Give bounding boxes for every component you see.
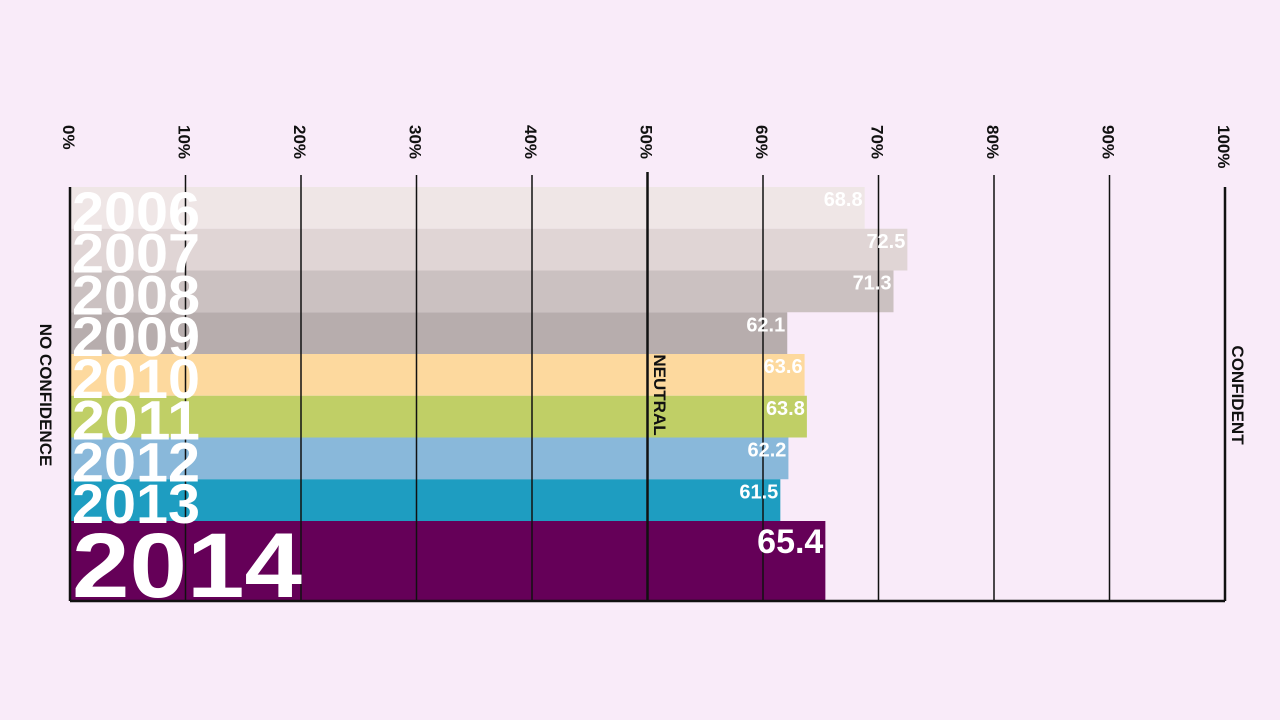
year-label-2007: 2007 [72,222,200,285]
center-label: NEUTRAL [650,354,669,435]
year-label-2006: 2006 [72,180,200,243]
tick-label-1: 10% [175,125,194,159]
bar-2011 [70,395,807,438]
bar-2007 [70,228,908,271]
value-label-2010: 63.6 [764,356,803,378]
bar-2008 [70,270,894,313]
year-label-2014: 2014 [72,515,302,617]
tick-label-7: 70% [868,125,887,159]
tick-label-5: 50% [637,125,656,159]
left-label: NO CONFIDENCE [36,324,55,467]
value-label-2006: 68.8 [824,189,863,211]
tick-label-3: 30% [406,125,425,159]
bar-2012 [70,437,789,480]
year-label-2009: 2009 [72,305,200,368]
year-label-2011: 2011 [72,389,200,452]
value-label-2008: 71.3 [853,273,892,295]
bar-2010 [70,354,805,396]
right-label: CONFIDENT [1228,345,1247,445]
value-label-2007: 72.5 [866,231,905,253]
labels-layer: 2006 68.8 2007 72.5 2008 71.3 2009 62.1 2010 63.6… [36,125,1247,617]
tick-label-2: 20% [290,125,309,159]
tick-label-4: 40% [521,125,540,159]
year-label-2008: 2008 [72,263,200,326]
year-label-2012: 2012 [72,430,200,493]
grid-layer [68,172,1227,603]
value-label-2014: 65.4 [757,523,823,561]
bar-2013 [70,479,781,521]
bar-2009 [70,312,788,354]
bar-2006 [70,187,865,229]
tick-label-0: 0% [59,125,78,150]
year-label-2013: 2013 [72,472,200,535]
value-label-2012: 62.2 [747,440,786,462]
value-label-2009: 62.1 [746,314,785,336]
bar-2014 [70,521,826,601]
bars-layer [70,187,908,601]
tick-label-6: 60% [752,125,771,159]
value-label-2013: 61.5 [739,481,778,503]
year-label-2010: 2010 [72,347,200,410]
tick-label-10: 100% [1214,125,1233,168]
tick-label-9: 90% [1099,125,1118,159]
tick-label-8: 80% [983,125,1002,159]
value-label-2011: 63.8 [766,398,805,420]
